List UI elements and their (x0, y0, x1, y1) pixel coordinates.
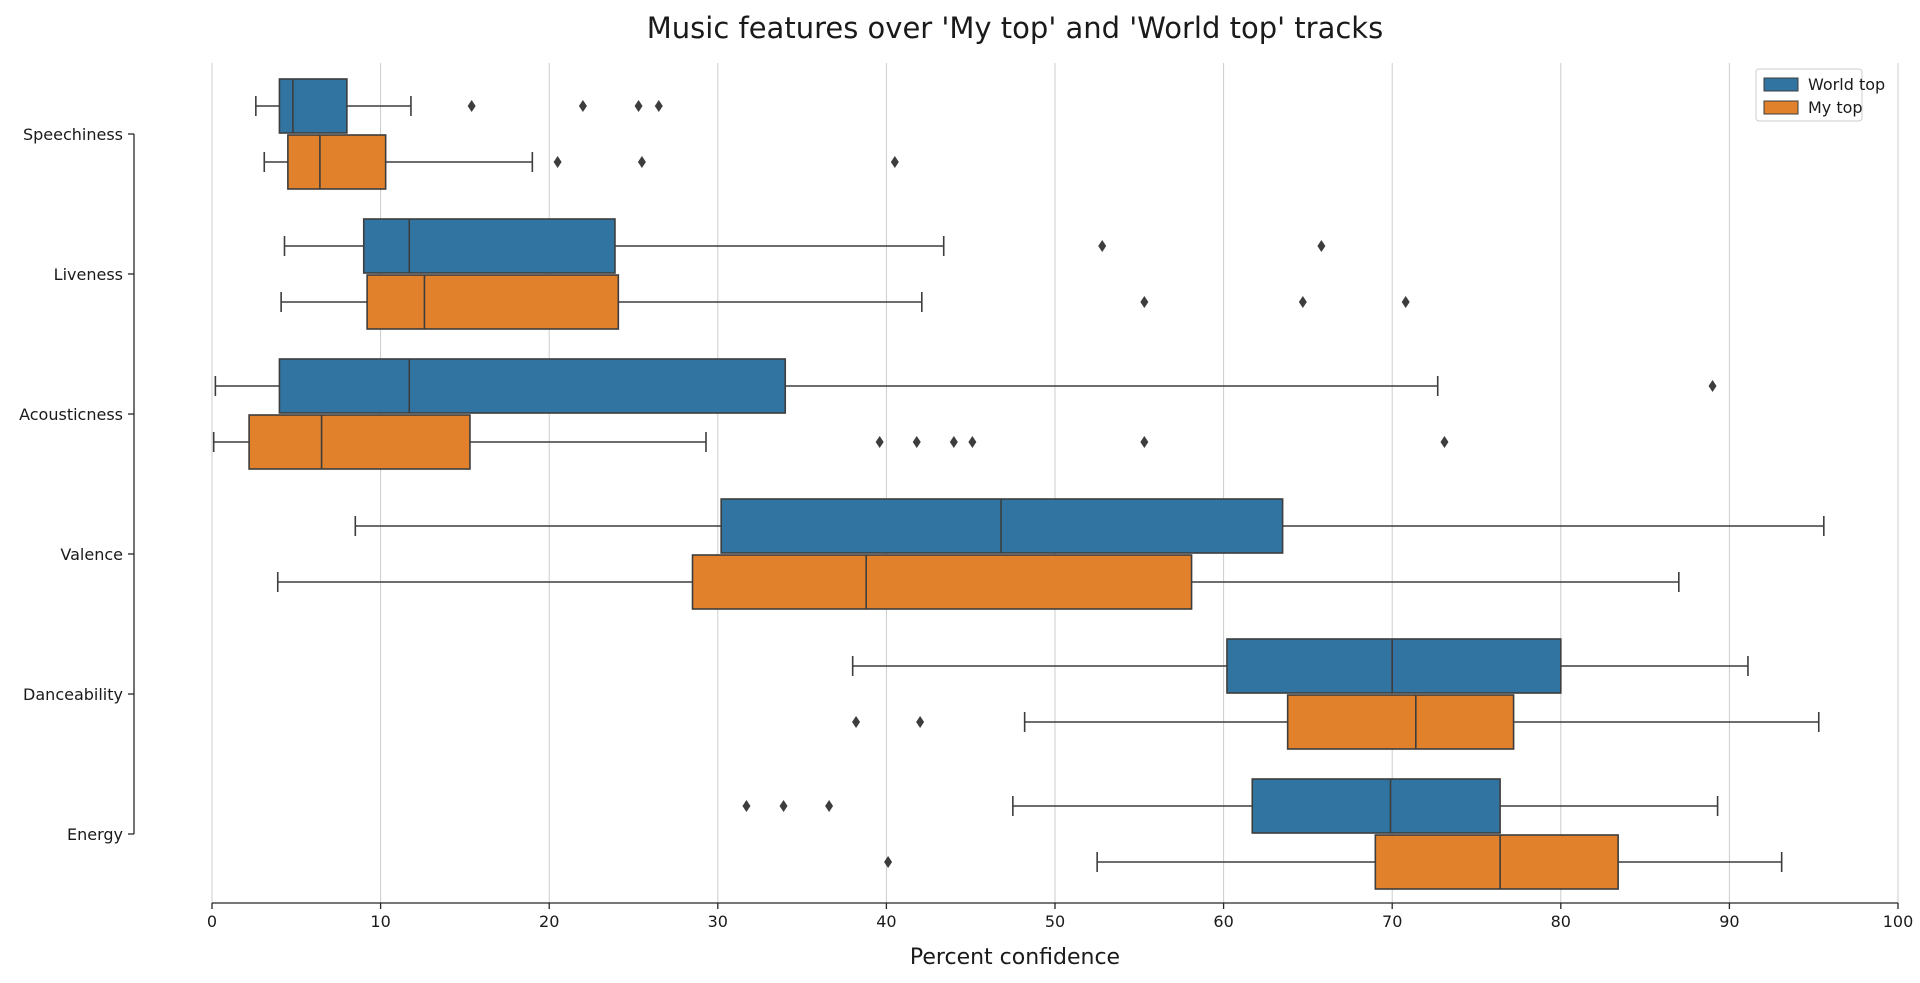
box-acousticness-my-top (212, 414, 1449, 470)
box-liveness-my-top (280, 274, 1410, 330)
box-iqr (1251, 778, 1501, 834)
y-tick-label-valence: Valence (60, 545, 123, 564)
x-tick-label-80: 80 (1551, 912, 1571, 931)
outlier-point (1140, 436, 1149, 448)
x-tick-label-50: 50 (1045, 912, 1065, 931)
outlier-point (742, 800, 751, 812)
y-tick-label-energy: Energy (67, 825, 123, 844)
x-tick-label-0: 0 (207, 912, 217, 931)
outlier-point (949, 436, 958, 448)
legend-label-my-top: My top (1808, 98, 1863, 117)
outlier-point (1708, 380, 1717, 392)
x-tick-label-70: 70 (1382, 912, 1402, 931)
outlier-point (1140, 296, 1149, 308)
outlier-point (875, 436, 884, 448)
box-iqr (720, 498, 1284, 554)
outlier-point (637, 156, 646, 168)
outlier-point (467, 100, 476, 112)
x-tick-label-10: 10 (370, 912, 390, 931)
y-tick-label-liveness: Liveness (54, 265, 123, 284)
outlier-point (1298, 296, 1307, 308)
box-iqr (278, 78, 348, 134)
legend-label-world-top: World top (1808, 75, 1885, 94)
outlier-point (553, 156, 562, 168)
outlier-point (825, 800, 834, 812)
box-iqr (1286, 694, 1515, 750)
outlier-point (852, 716, 861, 728)
box-iqr (366, 274, 620, 330)
outlier-point (916, 716, 925, 728)
box-iqr (1226, 638, 1562, 694)
box-iqr (287, 134, 387, 190)
box-iqr (1374, 834, 1619, 890)
x-axis-label: Percent confidence (910, 945, 1120, 970)
box-iqr (248, 414, 471, 470)
box-energy-world-top (742, 778, 1719, 834)
box-iqr (691, 554, 1193, 610)
box-energy-my-top (884, 834, 1783, 890)
outlier-point (634, 100, 643, 112)
x-tick-label-100: 100 (1883, 912, 1914, 931)
box-valence-my-top (276, 554, 1680, 610)
box-valence-world-top (354, 498, 1825, 554)
outlier-point (779, 800, 788, 812)
plot-area (212, 78, 1825, 890)
box-liveness-world-top (283, 218, 1326, 274)
x-tick-label-30: 30 (708, 912, 728, 931)
box-speechiness-my-top (263, 134, 899, 190)
box-iqr (362, 218, 616, 274)
legend-swatch-world-top (1763, 77, 1799, 92)
x-tick-label-60: 60 (1213, 912, 1233, 931)
outlier-point (912, 436, 921, 448)
box-speechiness-world-top (255, 78, 663, 134)
x-tick-label-90: 90 (1719, 912, 1739, 931)
legend-swatch-my-top (1763, 100, 1799, 115)
y-tick-label-danceability: Danceability (23, 685, 123, 704)
outlier-point (890, 156, 899, 168)
x-tick-label-40: 40 (876, 912, 896, 931)
x-tick-label-20: 20 (539, 912, 559, 931)
box-danceability-world-top (851, 638, 1749, 694)
outlier-point (968, 436, 977, 448)
outlier-point (654, 100, 663, 112)
y-tick-label-speechiness: Speechiness (23, 125, 123, 144)
box-acousticness-world-top (214, 358, 1717, 414)
outlier-point (1317, 240, 1326, 252)
box-danceability-my-top (852, 694, 1820, 750)
chart-title: Music features over 'My top' and 'World … (647, 11, 1383, 45)
y-tick-label-acousticness: Acousticness (19, 405, 123, 424)
outlier-point (1401, 296, 1410, 308)
outlier-point (1440, 436, 1449, 448)
outlier-point (578, 100, 587, 112)
axes: 0 10 20 30 40 50 60 70 80 90 100 Speechiness Livenes… (19, 125, 1913, 931)
legend: World top My top (1755, 68, 1885, 122)
box-iqr (278, 358, 787, 414)
outlier-point (884, 856, 893, 868)
gridlines (211, 63, 1899, 903)
outlier-point (1098, 240, 1107, 252)
